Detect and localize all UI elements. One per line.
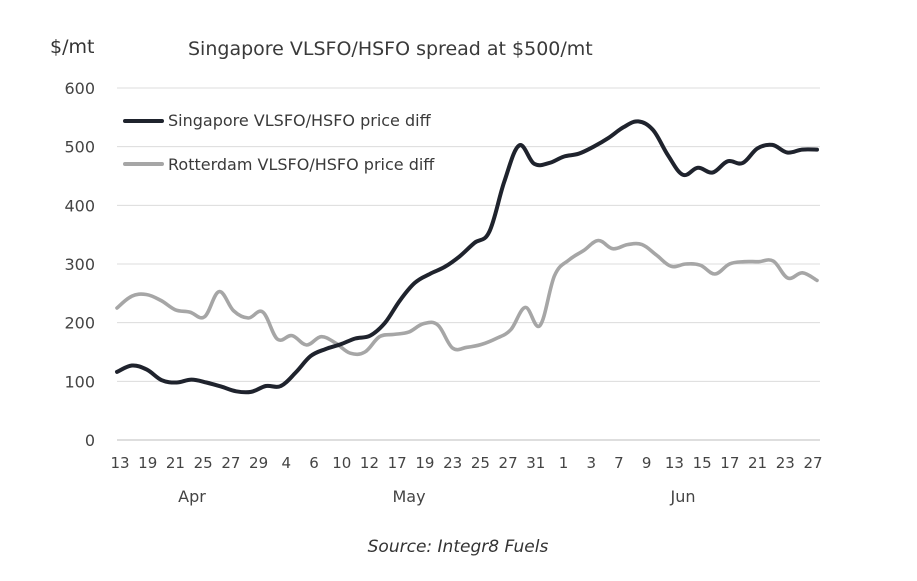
x-tick-label: 19 xyxy=(138,454,157,472)
x-tick-label: 23 xyxy=(443,454,462,472)
x-tick-label: 3 xyxy=(586,454,596,472)
x-tick-label: 31 xyxy=(526,454,545,472)
x-tick-label: 25 xyxy=(471,454,490,472)
x-tick-label: 23 xyxy=(776,454,795,472)
x-tick-label: 15 xyxy=(693,454,712,472)
chart-title: Singapore VLSFO/HSFO spread at $500/mt xyxy=(188,38,593,60)
x-tick-label: 13 xyxy=(110,454,129,472)
y-tick-label: 0 xyxy=(85,431,95,450)
x-tick-label: 7 xyxy=(614,454,624,472)
x-tick-label: 17 xyxy=(720,454,739,472)
x-tick-label: 21 xyxy=(166,454,185,472)
y-tick-label: 400 xyxy=(64,196,95,215)
series-line-singapore xyxy=(115,119,819,395)
y-axis-unit-label: $/mt xyxy=(50,36,94,58)
x-tick-label: 4 xyxy=(282,454,292,472)
x-tick-label: 10 xyxy=(332,454,351,472)
legend: Singapore VLSFO/HSFO price diff Rotterda… xyxy=(123,111,435,174)
source-note: Source: Integr8 Fuels xyxy=(368,537,549,557)
month-label: May xyxy=(392,487,425,506)
y-tick-label: 500 xyxy=(64,138,95,157)
x-tick-label: 6 xyxy=(309,454,319,472)
month-label: Jun xyxy=(670,487,696,506)
x-tick-label: 13 xyxy=(665,454,684,472)
series-line-rotterdam xyxy=(115,238,819,357)
legend-label-singapore: Singapore VLSFO/HSFO price diff xyxy=(168,111,432,130)
x-tick-label: 17 xyxy=(388,454,407,472)
x-tick-label: 21 xyxy=(748,454,767,472)
x-tick-label: 29 xyxy=(249,454,268,472)
x-tick-label: 27 xyxy=(803,454,822,472)
gridlines xyxy=(117,87,820,441)
legend-label-rotterdam: Rotterdam VLSFO/HSFO price diff xyxy=(168,155,435,174)
month-labels: Apr May Jun xyxy=(178,487,695,506)
x-tick-label: 1 xyxy=(559,454,569,472)
month-label: Apr xyxy=(178,487,206,506)
y-tick-label: 200 xyxy=(64,314,95,333)
y-tick-label: 300 xyxy=(64,255,95,274)
y-tick-label: 100 xyxy=(64,372,95,391)
y-axis-ticks: 0 100 200 300 400 500 600 xyxy=(64,79,95,450)
x-tick-label: 9 xyxy=(642,454,652,472)
x-tick-label: 19 xyxy=(415,454,434,472)
x-tick-label: 12 xyxy=(360,454,379,472)
x-tick-label: 27 xyxy=(499,454,518,472)
x-tick-label: 27 xyxy=(221,454,240,472)
x-tick-label: 25 xyxy=(194,454,213,472)
series-lines xyxy=(115,119,819,395)
x-axis-ticks: 13 19 21 25 27 29 4 6 10 12 17 19 23 25 27 31 1 3 7 9 13 15 17… xyxy=(110,454,822,472)
y-tick-label: 600 xyxy=(64,79,95,98)
